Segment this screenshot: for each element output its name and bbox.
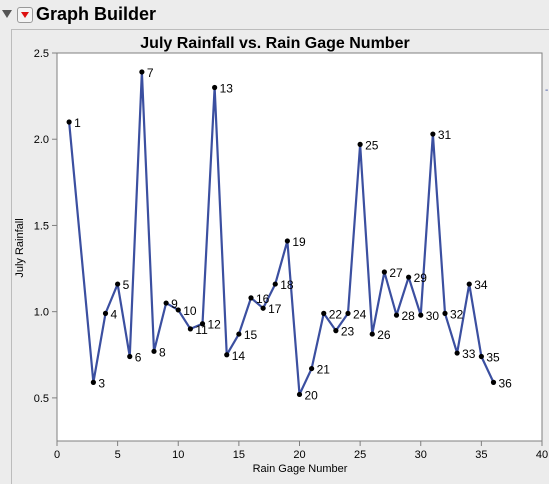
- red-triangle-menu-icon[interactable]: [17, 7, 33, 23]
- data-label: 14: [232, 349, 246, 363]
- data-label: 7: [147, 66, 154, 80]
- data-point[interactable]: [248, 295, 254, 301]
- data-label: 11: [195, 323, 208, 337]
- data-label: 35: [486, 351, 500, 365]
- data-label: 32: [450, 307, 464, 321]
- data-label: 31: [438, 128, 452, 142]
- data-point[interactable]: [272, 281, 278, 287]
- x-tick-label: 40: [536, 449, 548, 461]
- data-label: 9: [171, 297, 178, 311]
- data-label: 24: [353, 307, 367, 321]
- y-tick-label: 0.5: [34, 393, 49, 405]
- report-outline: [11, 29, 549, 484]
- header-bar: Graph Builder: [0, 0, 549, 30]
- data-point[interactable]: [224, 352, 230, 358]
- data-label: 17: [268, 302, 282, 316]
- data-point[interactable]: [345, 310, 351, 316]
- data-point[interactable]: [454, 350, 460, 356]
- data-label: 12: [208, 318, 222, 332]
- x-axis-label: Rain Gage Number: [253, 463, 348, 475]
- data-label: 4: [111, 307, 118, 321]
- data-point[interactable]: [430, 131, 436, 137]
- data-label: 5: [123, 278, 130, 292]
- y-tick-label: 2.0: [34, 134, 49, 146]
- data-point[interactable]: [151, 348, 157, 354]
- disclosure-triangle-icon[interactable]: [2, 10, 12, 18]
- chart-title: July Rainfall vs. Rain Gage Number: [140, 35, 409, 52]
- data-point[interactable]: [369, 331, 375, 337]
- data-point[interactable]: [139, 69, 145, 75]
- app-title: Graph Builder: [36, 4, 157, 24]
- data-label: 33: [462, 347, 476, 361]
- x-tick-label: 15: [233, 449, 245, 461]
- data-label: 16: [256, 292, 270, 306]
- data-label: 20: [305, 388, 319, 402]
- data-label: 36: [499, 376, 513, 390]
- data-label: 18: [280, 278, 294, 292]
- y-tick-label: 1.0: [34, 307, 49, 319]
- data-label: 27: [389, 266, 403, 280]
- y-axis: 0.5 1.0 1.5 2.0 2.5: [34, 48, 57, 405]
- data-point[interactable]: [466, 281, 472, 287]
- x-tick-label: 5: [115, 449, 121, 461]
- data-point[interactable]: [66, 119, 72, 125]
- data-label: 19: [292, 235, 306, 249]
- data-label: 13: [220, 81, 234, 95]
- data-label: 23: [341, 325, 355, 339]
- x-tick-label: 35: [475, 449, 487, 461]
- data-label: 10: [183, 304, 197, 318]
- data-point[interactable]: [333, 328, 339, 334]
- data-point[interactable]: [309, 365, 315, 372]
- data-point[interactable]: [490, 379, 497, 385]
- data-label: 26: [377, 328, 391, 342]
- x-tick-label: 10: [172, 449, 184, 461]
- data-point[interactable]: [115, 281, 121, 287]
- data-point[interactable]: [478, 353, 484, 360]
- data-point[interactable]: [284, 238, 290, 244]
- y-tick-label: 1.5: [34, 220, 49, 232]
- data-point[interactable]: [187, 326, 193, 332]
- data-point[interactable]: [212, 84, 218, 91]
- data-point[interactable]: [175, 307, 181, 313]
- data-label: 6: [135, 351, 142, 365]
- data-label: 15: [244, 328, 258, 342]
- data-label: 1: [74, 116, 81, 130]
- data-point[interactable]: [393, 312, 400, 318]
- data-label: 25: [365, 138, 379, 152]
- data-label: 21: [317, 363, 331, 377]
- data-label: 28: [402, 309, 416, 323]
- x-axis: 0 5 10 15 20 25 30 35 40: [54, 441, 548, 461]
- y-axis-label: July Rainfall: [14, 218, 26, 277]
- data-label: 22: [329, 307, 343, 321]
- data-point[interactable]: [406, 274, 412, 280]
- x-tick-label: 30: [415, 449, 427, 461]
- y-tick-label: 2.5: [34, 48, 49, 60]
- data-point[interactable]: [381, 269, 387, 275]
- x-tick-label: 25: [354, 449, 366, 461]
- data-point[interactable]: [296, 391, 303, 398]
- data-label: 8: [159, 345, 166, 359]
- x-tick-label: 0: [54, 449, 60, 461]
- data-point[interactable]: [418, 312, 424, 318]
- plot-area: [56, 52, 543, 442]
- data-label: 29: [414, 271, 428, 285]
- x-tick-label: 20: [293, 449, 305, 461]
- data-point[interactable]: [357, 141, 363, 147]
- edge-marker: -: [545, 85, 548, 96]
- data-label: 34: [474, 278, 488, 292]
- data-label: 3: [98, 376, 105, 390]
- data-point[interactable]: [442, 310, 448, 316]
- data-point[interactable]: [260, 305, 266, 311]
- data-point[interactable]: [163, 300, 169, 306]
- data-point[interactable]: [321, 310, 327, 316]
- data-label: 30: [426, 309, 440, 323]
- data-point[interactable]: [102, 310, 109, 316]
- data-point[interactable]: [127, 353, 133, 360]
- data-point[interactable]: [90, 379, 96, 385]
- data-point[interactable]: [236, 331, 242, 337]
- data-point[interactable]: [199, 321, 206, 327]
